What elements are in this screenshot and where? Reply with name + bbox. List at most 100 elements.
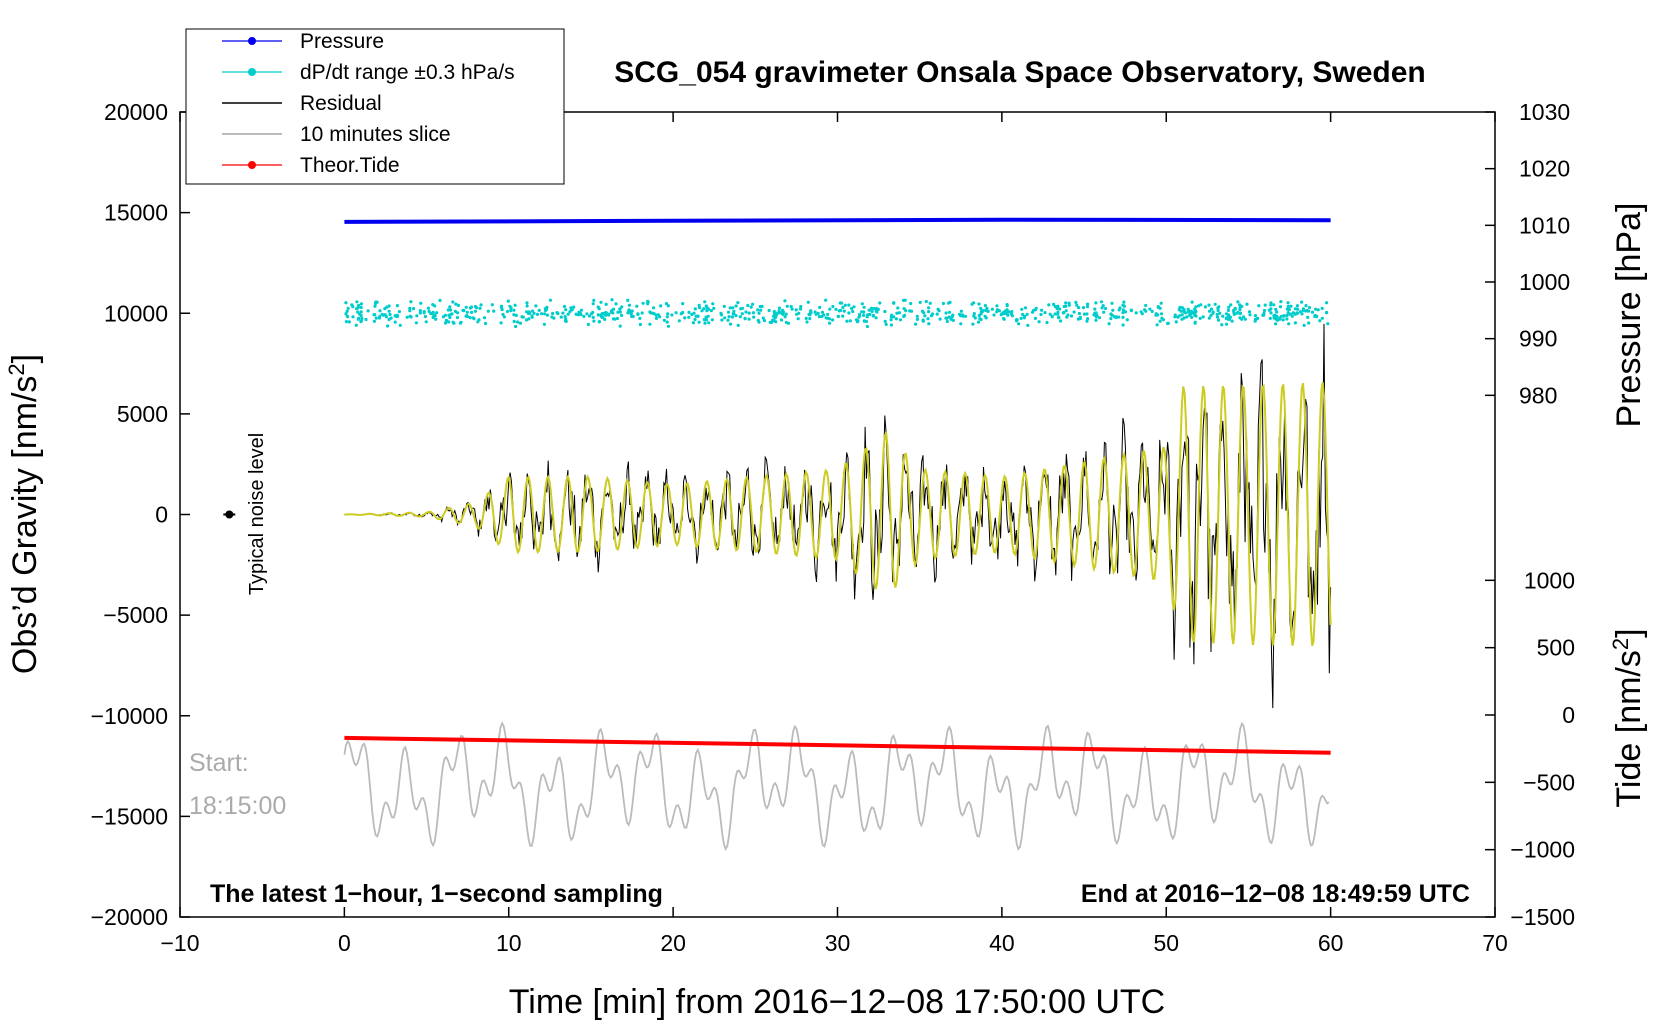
y-axis-label-tide: Tide [nm/s2] bbox=[1608, 628, 1648, 807]
dpdt-point bbox=[1235, 311, 1239, 315]
dpdt-point bbox=[842, 309, 846, 313]
dpdt-point bbox=[524, 318, 529, 322]
dpdt-point bbox=[1006, 310, 1011, 314]
dpdt-point bbox=[606, 312, 611, 316]
dpdt-point bbox=[874, 306, 879, 311]
dpdt-point bbox=[874, 309, 878, 313]
dpdt-point bbox=[1097, 316, 1102, 320]
pressure-tick-label: 990 bbox=[1519, 326, 1557, 352]
dpdt-point bbox=[1050, 315, 1054, 319]
dpdt-point bbox=[852, 305, 856, 309]
dpdt-point bbox=[1067, 303, 1071, 307]
dpdt-point bbox=[1045, 320, 1049, 325]
dpdt-point bbox=[1320, 316, 1324, 320]
dpdt-point bbox=[603, 317, 607, 321]
dpdt-point bbox=[947, 315, 951, 319]
dpdt-point bbox=[490, 303, 494, 307]
dpdt-point bbox=[928, 301, 932, 305]
dpdt-point bbox=[454, 302, 458, 306]
dpdt-point bbox=[794, 308, 798, 312]
tide-tick-label: 1000 bbox=[1524, 567, 1575, 593]
dpdt-point bbox=[461, 308, 465, 312]
dpdt-point bbox=[1065, 315, 1069, 319]
dpdt-point bbox=[768, 320, 772, 324]
x-tick-label: 50 bbox=[1153, 930, 1179, 956]
dpdt-point bbox=[408, 309, 412, 313]
dpdt-point bbox=[1208, 309, 1212, 313]
dpdt-point bbox=[739, 307, 743, 311]
dpdt-point bbox=[347, 320, 351, 324]
dpdt-point bbox=[411, 307, 416, 311]
dpdt-point bbox=[566, 312, 570, 316]
dpdt-point bbox=[1019, 316, 1023, 320]
dpdt-point bbox=[451, 320, 455, 324]
dpdt-point bbox=[855, 320, 860, 324]
dpdt-point bbox=[525, 304, 529, 308]
dpdt-point bbox=[414, 321, 418, 325]
dpdt-point bbox=[1121, 311, 1125, 315]
dpdt-point bbox=[548, 298, 553, 302]
dpdt-point bbox=[804, 316, 808, 320]
dpdt-point bbox=[1064, 304, 1068, 308]
dpdt-point bbox=[446, 308, 450, 312]
dpdt-point bbox=[1101, 304, 1105, 308]
dpdt-point bbox=[959, 322, 963, 326]
dpdt-point bbox=[1110, 301, 1114, 305]
dpdt-point bbox=[1209, 313, 1213, 318]
dpdt-point bbox=[1233, 306, 1237, 310]
dpdt-point bbox=[957, 312, 962, 316]
dpdt-point bbox=[1061, 311, 1065, 315]
dpdt-point bbox=[1055, 307, 1059, 311]
dpdt-point bbox=[418, 309, 422, 313]
dpdt-point bbox=[941, 301, 946, 306]
dpdt-point bbox=[1025, 312, 1029, 316]
dpdt-point bbox=[751, 302, 755, 306]
dpdt-point bbox=[1241, 315, 1246, 319]
dpdt-point bbox=[1307, 309, 1311, 313]
dpdt-point bbox=[465, 310, 469, 314]
dpdt-point bbox=[824, 298, 828, 302]
dpdt-point bbox=[666, 304, 670, 308]
x-tick-label: 70 bbox=[1482, 930, 1508, 956]
dpdt-point bbox=[512, 313, 516, 317]
dpdt-point bbox=[805, 320, 809, 324]
dpdt-point bbox=[1325, 311, 1329, 315]
dpdt-point bbox=[937, 309, 941, 313]
dpdt-point bbox=[555, 311, 559, 315]
dpdt-point bbox=[380, 312, 384, 316]
dpdt-point bbox=[997, 309, 1002, 313]
dpdt-point bbox=[456, 303, 460, 307]
dpdt-point bbox=[1005, 304, 1009, 308]
dpdt-point bbox=[920, 309, 925, 313]
dpdt-point bbox=[499, 304, 504, 308]
dpdt-point bbox=[1298, 310, 1303, 314]
dpdt-point bbox=[616, 310, 620, 314]
y-axis-label-gravity-main: Obs’d Gravity [nm/s bbox=[6, 376, 44, 675]
dpdt-point bbox=[1010, 314, 1015, 318]
dpdt-point bbox=[574, 312, 578, 316]
tide-tick-label: 500 bbox=[1537, 635, 1575, 661]
dpdt-point bbox=[1086, 317, 1090, 321]
dpdt-point bbox=[1021, 312, 1025, 317]
y-axis-label-tide-sup: 2 bbox=[1608, 638, 1633, 650]
dpdt-point bbox=[728, 322, 733, 326]
pressure-tick-label: 1020 bbox=[1519, 156, 1570, 182]
dpdt-point bbox=[837, 309, 841, 313]
dpdt-point bbox=[683, 316, 687, 320]
dpdt-point bbox=[884, 322, 888, 326]
dpdt-point bbox=[1121, 308, 1125, 312]
dpdt-point bbox=[615, 316, 620, 321]
legend-label-residual: Residual bbox=[300, 92, 382, 115]
dpdt-point bbox=[719, 313, 724, 317]
dpdt-point bbox=[415, 314, 419, 318]
dpdt-point bbox=[806, 300, 810, 304]
dpdt-point bbox=[1238, 303, 1242, 307]
dpdt-point bbox=[357, 316, 361, 320]
dpdt-point bbox=[963, 314, 968, 318]
y-axis-label-pressure: Pressure [hPa] bbox=[1610, 203, 1648, 428]
dpdt-point bbox=[386, 324, 390, 328]
y-tick-label: 5000 bbox=[117, 401, 168, 427]
legend-marker-dpdt bbox=[248, 68, 256, 76]
dpdt-point bbox=[346, 306, 350, 310]
